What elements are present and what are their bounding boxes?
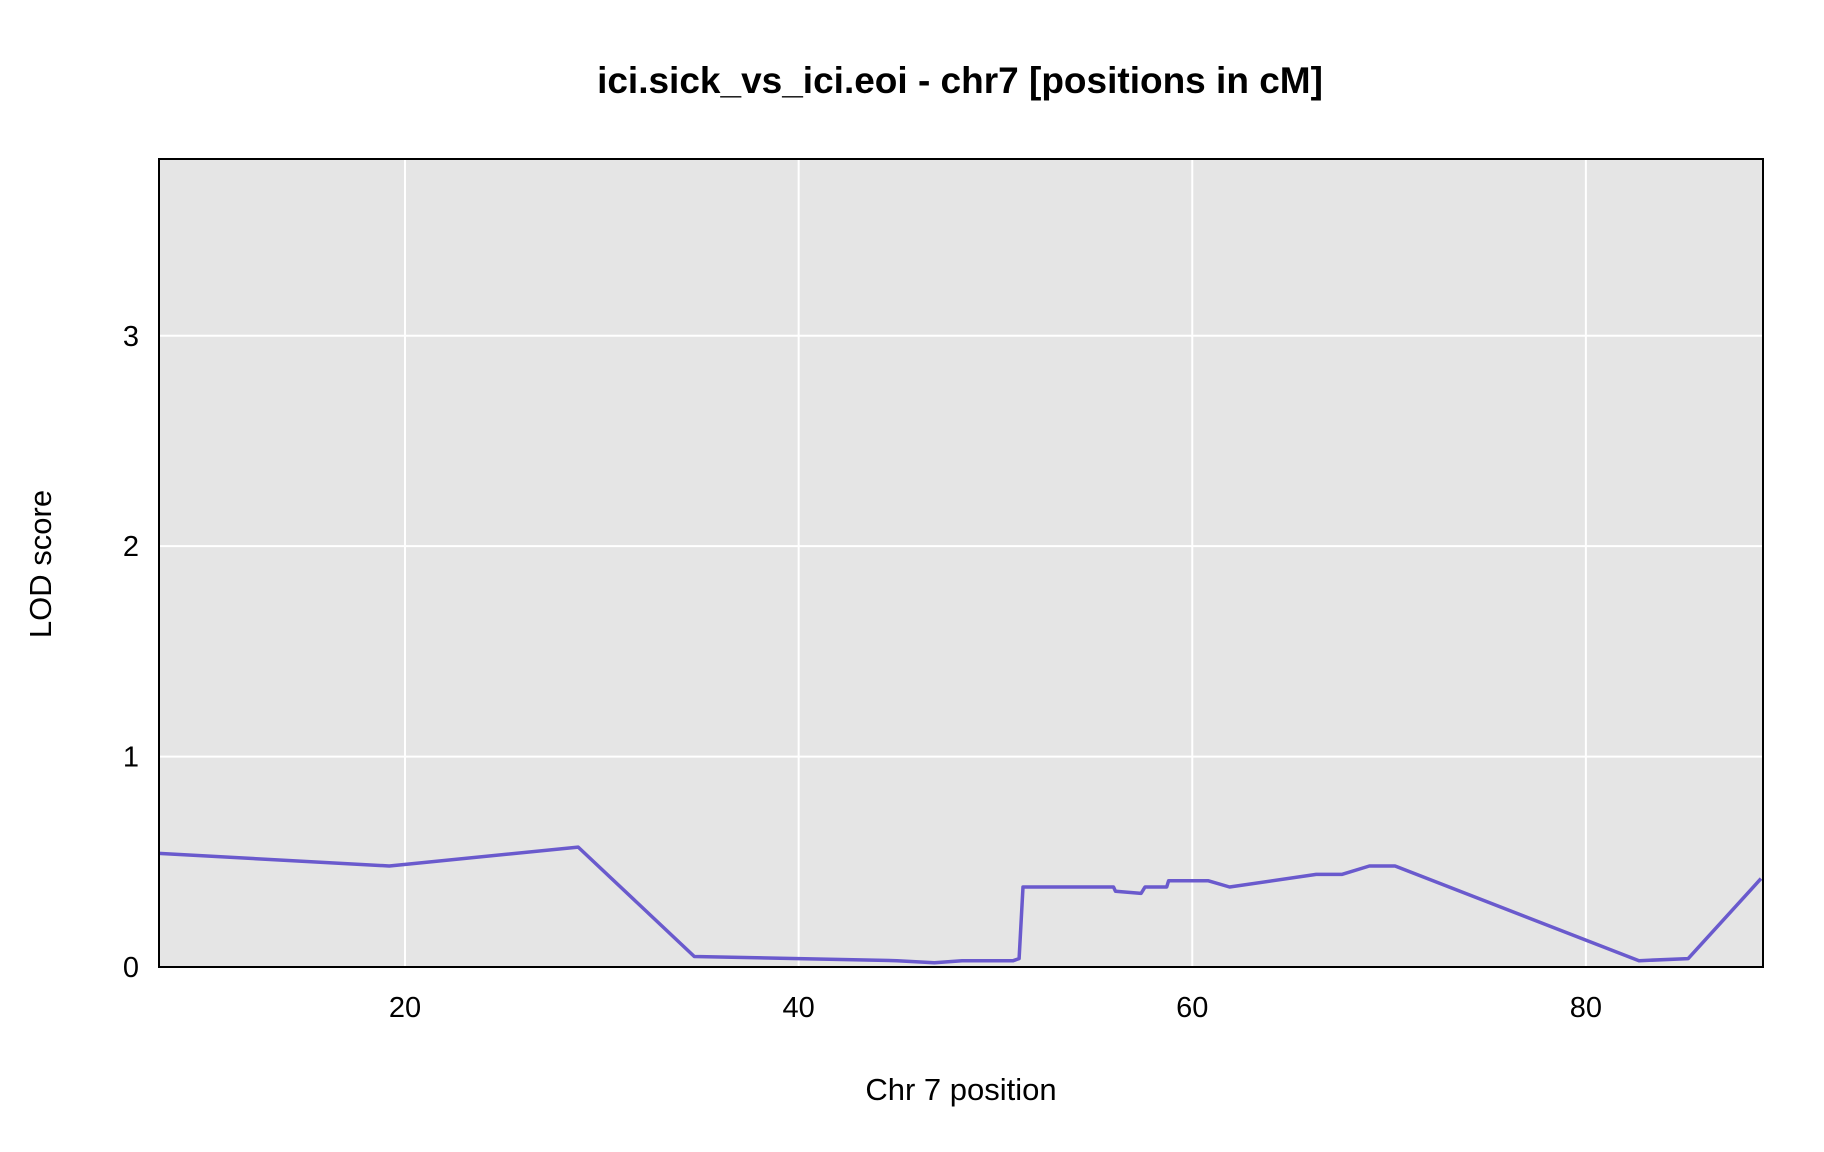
x-tick-label-60: 60 xyxy=(1176,992,1208,1024)
y-tick-label-2: 2 xyxy=(123,531,139,563)
x-tick-label-20: 20 xyxy=(389,992,421,1024)
y-tick-label-3: 3 xyxy=(123,321,139,353)
plot-frame xyxy=(158,158,1764,968)
plot-panel xyxy=(159,159,1763,967)
x-axis-label: Chr 7 position xyxy=(865,1072,1056,1107)
lod-series-line xyxy=(158,845,1763,965)
y-axis-ticks: 0 1 2 3 xyxy=(123,321,139,984)
y-axis-label: LOD score xyxy=(23,490,58,638)
x-tick-label-40: 40 xyxy=(782,992,814,1024)
chart-title: ici.sick_vs_ici.eoi - chr7 [positions in… xyxy=(597,60,1323,101)
x-tick-label-80: 80 xyxy=(1570,992,1602,1024)
y-tick-label-0: 0 xyxy=(123,952,139,984)
x-axis-ticks: 20 40 60 80 xyxy=(389,992,1602,1024)
gridlines xyxy=(159,159,1763,967)
y-tick-label-1: 1 xyxy=(123,742,139,774)
